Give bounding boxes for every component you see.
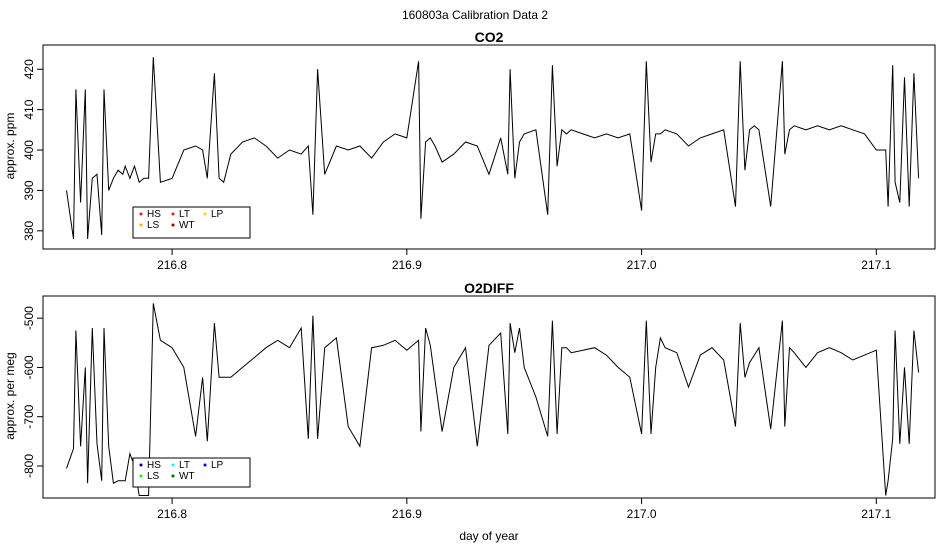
co2-y-tick-label: 420 (22, 59, 36, 79)
o2diff-legend-label: LS (147, 471, 160, 482)
co2-y-axis-label: approx. ppm (3, 113, 17, 180)
co2-x-tick-label: 217.0 (627, 258, 657, 272)
o2diff-y-tick-label: -600 (22, 355, 36, 379)
o2diff-x-tick-label: 217.1 (861, 507, 891, 521)
co2-y-tick-label: 380 (22, 220, 36, 240)
co2-y-tick-label: 410 (22, 99, 36, 119)
o2diff-legend-label: HS (147, 460, 161, 471)
co2-legend-marker (171, 212, 175, 216)
o2diff-legend-box (132, 457, 251, 488)
o2diff-legend-label: LP (211, 460, 224, 471)
o2diff-legend-label: LT (179, 460, 190, 471)
co2-x-tick-label: 216.8 (157, 258, 187, 272)
o2diff-x-tick-label: 216.8 (157, 507, 187, 521)
co2-legend-marker (139, 223, 143, 227)
o2diff-legend-marker (203, 463, 207, 467)
co2-panel: CO2 approx. ppm 216.8 216.9 217.0 217.1 380 3… (3, 29, 936, 272)
o2diff-x-axis-label: day of year (459, 529, 518, 543)
co2-legend-label: LT (179, 209, 190, 220)
o2diff-panel: O2DIFF approx. per meg day of year 216.8… (3, 280, 936, 543)
co2-legend-label: LS (147, 220, 160, 231)
co2-legend-marker (203, 212, 207, 216)
o2diff-x-tick-label: 217.0 (627, 507, 657, 521)
o2diff-y-tick-label: -800 (22, 454, 36, 478)
co2-legend-marker (139, 212, 143, 216)
co2-x-tick-label: 216.9 (392, 258, 422, 272)
o2diff-y-tick-label: -500 (22, 306, 36, 330)
o2diff-legend-marker (171, 474, 175, 478)
co2-legend-label: LP (211, 209, 224, 220)
co2-legend-marker (171, 223, 175, 227)
o2diff-panel-title: O2DIFF (464, 280, 514, 296)
o2diff-plot-frame (42, 295, 936, 499)
co2-legend-label: WT (179, 220, 195, 231)
co2-panel-title: CO2 (475, 29, 504, 45)
o2diff-legend-label: WT (179, 471, 195, 482)
main-title: 160803a Calibration Data 2 (402, 8, 548, 22)
co2-legend-label: HS (147, 209, 161, 220)
co2-x-tick-label: 217.1 (861, 258, 891, 272)
co2-y-tick-label: 400 (22, 140, 36, 160)
co2-plot-frame (42, 44, 936, 250)
o2diff-legend-marker (139, 463, 143, 467)
o2diff-legend-marker (171, 463, 175, 467)
co2-series-line (66, 57, 920, 239)
o2diff-x-tick-label: 216.9 (392, 507, 422, 521)
co2-y-tick-label: 390 (22, 180, 36, 200)
o2diff-legend-marker (139, 474, 143, 478)
o2diff-y-tick-label: -700 (22, 404, 36, 428)
o2diff-y-axis-label: approx. per meg (3, 352, 17, 439)
o2diff-series-line (66, 303, 920, 496)
co2-legend-box (132, 206, 251, 239)
